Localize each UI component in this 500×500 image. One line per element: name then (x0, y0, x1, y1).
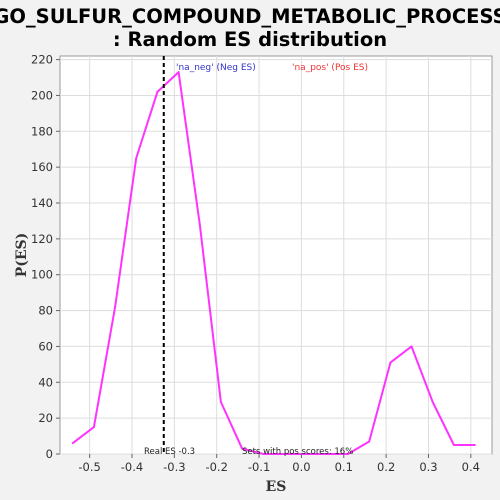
y-tick-label: 120 (31, 232, 53, 246)
y-tick-label: 60 (38, 339, 53, 353)
series-line (72, 71, 476, 455)
x-tick-label: 0.1 (335, 460, 353, 474)
data-point (389, 361, 392, 364)
legend-pos-label: 'na_pos' (Pos ES) (292, 63, 368, 73)
data-point (177, 71, 180, 74)
y-tick-label: 20 (38, 411, 53, 425)
data-point (347, 453, 349, 455)
x-tick-label: -0.2 (205, 460, 227, 474)
x-tick-label: -0.5 (78, 460, 100, 474)
x-tick-label: -0.4 (121, 460, 143, 474)
data-point (474, 444, 476, 446)
x-tick-label: -0.1 (248, 460, 270, 474)
data-point (114, 306, 116, 308)
data-point (156, 90, 159, 93)
y-tick-label: 0 (46, 447, 53, 461)
x-tick-label: 0.2 (377, 460, 395, 474)
chart-title-line2: : Random ES distribution (113, 28, 387, 51)
data-point (431, 401, 434, 403)
series-layer (71, 71, 476, 455)
x-tick-label: 0.4 (462, 460, 480, 474)
data-point (135, 157, 138, 160)
x-tick-label: 0.0 (292, 460, 310, 474)
y-tick-label: 40 (38, 375, 53, 389)
x-axis-title: ES (266, 479, 287, 495)
data-point (368, 440, 371, 443)
chart-title-line1: GO_SULFUR_COMPOUND_METABOLIC_PROCESS (0, 5, 500, 28)
data-point (71, 442, 74, 445)
data-point (283, 453, 286, 455)
tick-layer: -0.5 -0.4 -0.3 -0.2 -0.1 0.0 0.1 0.2 0.3 0.4 0 20 40… (31, 53, 480, 474)
pos-scores-annotation: Sets with pos scores: 16% (242, 447, 353, 457)
y-tick-label: 100 (31, 268, 53, 282)
real-es-annotation: Real ES -0.3 (144, 447, 195, 457)
data-point (262, 453, 265, 455)
data-point (220, 401, 222, 403)
plot-area (59, 55, 493, 455)
legend-neg-label: 'na_neg' (Neg ES) (176, 63, 256, 73)
y-tick-label: 80 (38, 304, 53, 318)
x-tick-label: -0.3 (163, 460, 185, 474)
data-point (452, 444, 455, 446)
data-point (198, 223, 201, 226)
y-tick-label: 180 (31, 124, 53, 138)
data-point (92, 426, 95, 429)
y-axis-title: P(ES) (14, 233, 30, 278)
data-point (325, 453, 328, 455)
y-tick-label: 200 (31, 88, 53, 102)
y-tick-label: 160 (31, 160, 53, 174)
x-tick-label: 0.3 (419, 460, 437, 474)
y-tick-label: 220 (31, 53, 53, 67)
y-tick-label: 140 (31, 196, 53, 210)
data-point (410, 345, 413, 348)
data-point (241, 447, 244, 450)
data-point (304, 453, 307, 455)
